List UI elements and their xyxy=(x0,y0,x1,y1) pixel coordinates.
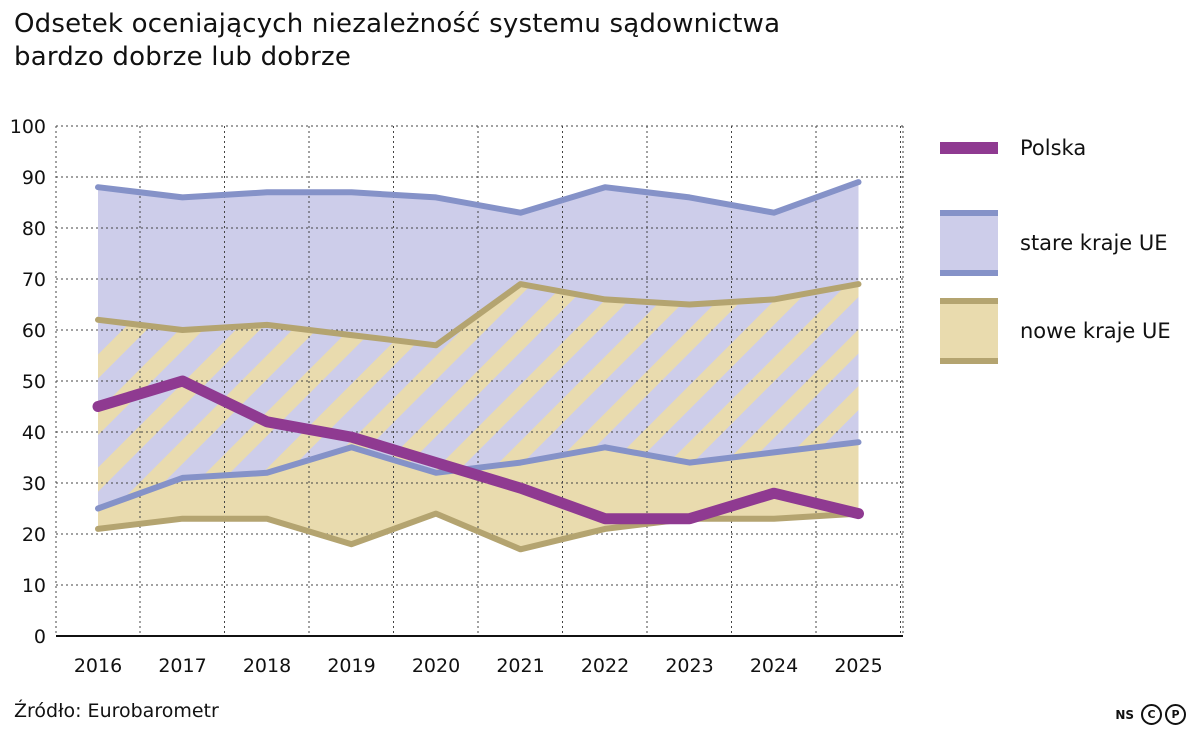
legend-label-polska: Polska xyxy=(1020,136,1087,160)
x-tick-label-2019: 2019 xyxy=(327,655,375,677)
y-tick-label-40: 40 xyxy=(22,422,46,444)
copyright-c-icon: C xyxy=(1141,704,1162,725)
x-tick-label-2025: 2025 xyxy=(834,655,882,677)
source-note: Źródło: Eurobarometr xyxy=(14,700,219,722)
y-tick-label-0: 0 xyxy=(34,626,46,648)
x-tick-label-2024: 2024 xyxy=(750,655,798,677)
legend-swatch-nowe xyxy=(940,298,998,364)
y-tick-label-90: 90 xyxy=(22,167,46,189)
line-stare-lower xyxy=(95,439,862,512)
legend-item-polska: Polska xyxy=(940,136,1086,160)
y-tick-label-100: 100 xyxy=(10,116,46,138)
x-tick-label-2021: 2021 xyxy=(496,655,544,677)
line-nowe-lower xyxy=(95,510,862,553)
y-tick-label-10: 10 xyxy=(22,575,46,597)
x-tick-label-2016: 2016 xyxy=(74,655,122,677)
x-tick-label-2022: 2022 xyxy=(581,655,629,677)
legend-swatch-polska xyxy=(940,142,998,154)
y-tick-label-80: 80 xyxy=(22,218,46,240)
legend-label-stare: stare kraje UE xyxy=(1020,231,1168,255)
y-tick-label-70: 70 xyxy=(22,269,46,291)
chart-title-line-2: bardzo dobrze lub dobrze xyxy=(14,42,352,72)
y-tick-label-20: 20 xyxy=(22,524,46,546)
y-tick-label-60: 60 xyxy=(22,320,46,342)
line-polska xyxy=(92,375,864,525)
brand-mark: NS C P xyxy=(1115,704,1186,725)
grid xyxy=(55,125,904,636)
line-nowe-upper xyxy=(95,281,862,349)
x-tick-label-2020: 2020 xyxy=(412,655,460,677)
y-tick-label-30: 30 xyxy=(22,473,46,495)
chart-title-line-1: Odsetek oceniających niezależność system… xyxy=(14,9,781,39)
brand-label: NS xyxy=(1115,707,1134,722)
x-tick-label-2018: 2018 xyxy=(243,655,291,677)
x-tick-label-2017: 2017 xyxy=(158,655,206,677)
copyright-p-icon: P xyxy=(1165,704,1186,725)
legend-item-nowe: nowe kraje UE xyxy=(940,298,1171,364)
legend-label-nowe: nowe kraje UE xyxy=(1020,319,1171,343)
y-tick-label-50: 50 xyxy=(22,371,46,393)
legend-swatch-stare xyxy=(940,210,998,276)
chart-title: Odsetek oceniających niezależność system… xyxy=(14,8,974,74)
line-stare-upper xyxy=(95,179,862,216)
legend-item-stare: stare kraje UE xyxy=(940,210,1168,276)
x-tick-label-2023: 2023 xyxy=(665,655,713,677)
